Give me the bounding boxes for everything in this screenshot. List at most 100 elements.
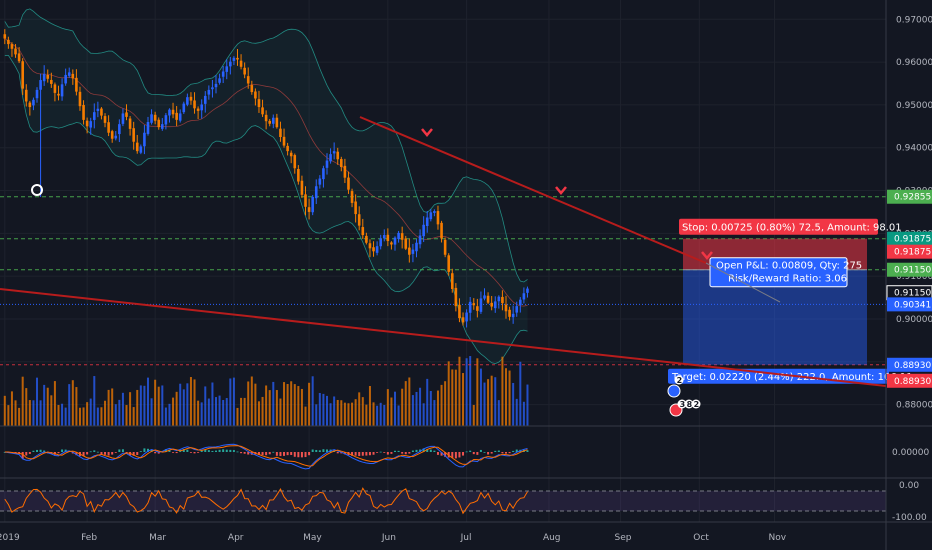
candle-body <box>107 122 110 133</box>
price-tick-label: 0.97000 <box>896 15 932 25</box>
time-tick-label: Jul <box>460 533 472 543</box>
candle-body <box>28 102 32 108</box>
candle-body <box>440 222 443 239</box>
macd-histogram-bar <box>318 450 321 452</box>
volume-bar <box>290 381 293 426</box>
candle-body <box>279 128 282 138</box>
macd-histogram-bar <box>354 452 357 456</box>
volume-bar <box>426 378 429 426</box>
candle-body <box>340 159 343 167</box>
macd-histogram-bar <box>462 452 465 456</box>
candle-body <box>132 128 135 142</box>
macd-histogram-bar <box>189 452 192 453</box>
volume-bar <box>89 398 92 426</box>
volume-bar <box>340 400 343 426</box>
time-tick-label: May <box>303 533 322 543</box>
macd-histogram-bar <box>526 450 529 452</box>
volume-bar <box>225 398 228 426</box>
volume-bar <box>53 381 56 426</box>
price-tag-label: 0.88930 <box>894 377 931 387</box>
macd-histogram-bar <box>225 449 228 452</box>
macd-histogram-bar <box>512 450 515 452</box>
candle-body <box>82 105 85 120</box>
candle-body <box>361 227 365 236</box>
candle-body <box>264 114 268 122</box>
volume-bar <box>182 389 185 426</box>
macd-histogram-bar <box>293 452 296 457</box>
rsi-bottom-label: -100.00 <box>892 513 927 523</box>
macd-histogram-bar <box>436 452 439 455</box>
macd-histogram-bar <box>32 450 35 452</box>
volume-bar <box>189 377 192 426</box>
event-badge <box>677 399 687 409</box>
macd-histogram-bar <box>508 452 511 454</box>
candle-body <box>325 160 329 168</box>
macd-histogram-bar <box>394 450 397 452</box>
candle-body <box>178 113 182 121</box>
macd-histogram-bar <box>247 452 250 455</box>
candle-body <box>67 72 71 76</box>
candle-body <box>214 83 218 88</box>
volume-bar <box>161 385 164 426</box>
candle-body <box>393 237 397 245</box>
volume-bar <box>247 381 250 426</box>
candle-body <box>39 80 42 90</box>
macd-histogram-bar <box>150 449 153 452</box>
candle-body <box>157 119 161 128</box>
candle-body <box>261 107 264 115</box>
trendlines[interactable] <box>0 116 886 387</box>
volume-bar <box>197 400 200 426</box>
event-badge-label: 2 <box>677 376 683 385</box>
macd-histogram-bar <box>114 452 117 453</box>
macd-histogram-bar <box>376 452 379 453</box>
volume-bar <box>436 390 439 426</box>
candle-body <box>200 104 203 111</box>
candle-body <box>386 234 390 242</box>
candle-body <box>343 165 347 178</box>
candle-body <box>418 235 422 245</box>
volume-bar <box>28 400 31 426</box>
volume-bar <box>490 375 493 426</box>
volume-bar <box>179 383 182 426</box>
volume-bar <box>404 381 407 426</box>
macd-histogram-bar <box>358 452 361 457</box>
volume-bar <box>71 380 74 426</box>
volume-bar <box>508 370 511 426</box>
candle-body <box>483 295 486 299</box>
macd-histogram-bar <box>82 452 85 457</box>
volume-bar <box>175 391 178 426</box>
volume-bar <box>240 397 243 426</box>
macd-histogram-bar <box>18 452 21 454</box>
sell-signal-icon <box>421 128 433 137</box>
candle-body <box>229 61 232 67</box>
macd-histogram-bar <box>218 449 221 452</box>
volume-bar <box>358 392 361 426</box>
macd-histogram-bar <box>121 449 124 452</box>
candle-body <box>42 74 46 82</box>
macd-histogram-bar <box>215 450 218 452</box>
volume-bar <box>318 392 321 426</box>
time-axis: 2019 Feb Mar Apr May Jun Jul Aug Sep Oct Nov <box>0 533 787 543</box>
macd-histogram-bar <box>408 452 411 454</box>
candle-body <box>168 109 171 116</box>
volume-bar <box>494 377 497 426</box>
volume-bar <box>200 402 203 426</box>
volume-bar <box>50 395 53 426</box>
candle-body <box>347 177 350 190</box>
candle-body <box>268 120 272 124</box>
volume-bar <box>300 388 303 426</box>
volume-bar <box>376 405 379 426</box>
candle-body <box>375 246 379 253</box>
macd-histogram-bar <box>444 452 447 457</box>
candle-body <box>425 217 429 226</box>
volume-bar <box>279 398 282 426</box>
price-tag <box>887 189 932 204</box>
price-tag-label: 0.91875 <box>894 248 931 258</box>
volume-bar <box>275 390 278 426</box>
time-tick-label: Apr <box>228 533 244 543</box>
volume-bar <box>397 405 400 426</box>
volume-bar <box>451 369 454 426</box>
main-grid <box>0 0 886 522</box>
candle-body <box>232 57 236 61</box>
